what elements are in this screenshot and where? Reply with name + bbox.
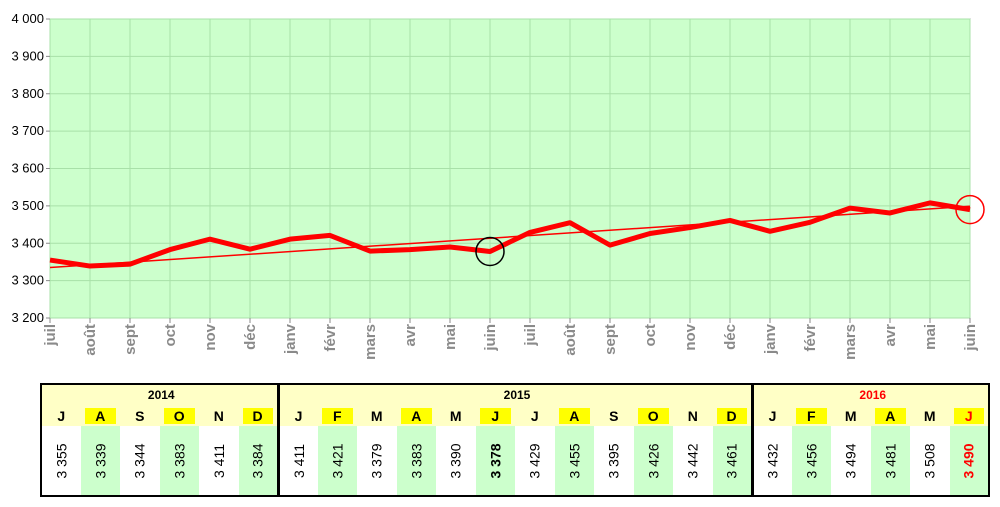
value-cell: 3 456 bbox=[791, 426, 831, 496]
month-label: M bbox=[436, 405, 476, 426]
x-tick-label: mai bbox=[442, 324, 459, 350]
highlight-markers bbox=[475, 194, 985, 267]
highlight-circle bbox=[955, 194, 985, 225]
value-cell: 3 379 bbox=[368, 442, 385, 479]
x-tick-label: sept bbox=[122, 324, 139, 355]
x-tick-label: avr bbox=[882, 324, 899, 347]
value-cell: 3 390 bbox=[447, 442, 464, 479]
value-cell: 3 411 bbox=[210, 443, 227, 478]
value-cell: 3 339 bbox=[80, 426, 120, 496]
value-cell: 3 426 bbox=[633, 426, 673, 496]
y-tick-label: 3 700 bbox=[11, 123, 44, 138]
x-tick-label: juil bbox=[522, 324, 539, 347]
month-label: N bbox=[199, 405, 239, 426]
y-tick-label: 3 600 bbox=[11, 161, 44, 176]
x-tick-label: mai bbox=[922, 324, 939, 350]
value-cell: 3 442 bbox=[684, 442, 701, 479]
highlight-circle bbox=[475, 236, 505, 267]
x-tick-label: nov bbox=[202, 323, 219, 350]
x-tick-label: juin bbox=[482, 324, 499, 352]
value-cell: 3 494 bbox=[842, 442, 859, 479]
month-label: D bbox=[238, 405, 278, 426]
value-cell: 3 455 bbox=[554, 426, 594, 496]
x-tick-label: juil bbox=[42, 324, 59, 347]
value-cell: 3 461 bbox=[712, 426, 752, 496]
x-tick-label: févr bbox=[322, 324, 339, 352]
year-label: 2015 bbox=[276, 384, 752, 405]
value-cell: 3 411 bbox=[276, 426, 318, 496]
y-axis-ticks: 4 000 3 900 3 800 3 700 3 600 3 500 3 400 3 300… bbox=[11, 11, 50, 325]
month-label: J bbox=[949, 405, 989, 426]
y-tick-label: 3 200 bbox=[11, 310, 44, 325]
value-row: 3 355 3 339 3 344 3 383 3 411 3 384 3 411 3 421… bbox=[41, 426, 989, 496]
value-cell: 3 508 bbox=[921, 442, 938, 479]
month-label: J bbox=[515, 405, 555, 426]
y-tick-label: 4 000 bbox=[11, 11, 44, 26]
month-label: J bbox=[475, 405, 515, 426]
month-label: M bbox=[357, 405, 397, 426]
value-cell: 3 383 bbox=[159, 426, 199, 496]
x-tick-label: déc bbox=[242, 324, 259, 350]
month-label: M bbox=[910, 405, 950, 426]
value-cell: 3 344 bbox=[131, 442, 148, 479]
month-label: N bbox=[673, 405, 713, 426]
month-label: J bbox=[276, 405, 318, 426]
x-tick-label: janv bbox=[762, 323, 779, 355]
x-tick-label: févr bbox=[802, 324, 819, 352]
month-label: O bbox=[633, 405, 673, 426]
month-label: S bbox=[594, 405, 634, 426]
month-label: O bbox=[159, 405, 199, 426]
value-cell: 3 395 bbox=[605, 442, 622, 479]
month-label: A bbox=[396, 405, 436, 426]
x-tick-label: août bbox=[82, 324, 99, 356]
x-tick-label: nov bbox=[682, 323, 699, 350]
x-tick-label: sept bbox=[602, 324, 619, 355]
value-cell: 3 429 bbox=[526, 442, 543, 479]
month-label: S bbox=[120, 405, 160, 426]
month-label: M bbox=[831, 405, 871, 426]
trend-line bbox=[49, 205, 971, 269]
x-tick-label: juin bbox=[962, 324, 979, 352]
y-tick-label: 3 800 bbox=[11, 86, 44, 101]
x-axis-ticks: juil août sept oct nov déc janv févr mars avr mai j… bbox=[42, 318, 979, 360]
y-tick-label: 3 500 bbox=[11, 198, 44, 213]
month-label: A bbox=[870, 405, 910, 426]
value-cell: 3 378 bbox=[475, 426, 515, 496]
line-chart: 4 000 3 900 3 800 3 700 3 600 3 500 3 400 3 300… bbox=[11, 11, 985, 360]
x-tick-label: janv bbox=[282, 323, 299, 355]
month-label: J bbox=[41, 405, 81, 426]
y-tick-label: 3 300 bbox=[11, 273, 44, 288]
month-label: J bbox=[750, 405, 792, 426]
year-label: 2014 bbox=[41, 384, 278, 405]
month-label: F bbox=[791, 405, 831, 426]
month-label: A bbox=[554, 405, 594, 426]
value-cell: 3 383 bbox=[396, 426, 436, 496]
value-cell: 3 490 bbox=[949, 426, 989, 496]
x-tick-label: mars bbox=[842, 324, 859, 360]
x-tick-label: mars bbox=[362, 324, 379, 360]
x-tick-label: oct bbox=[162, 324, 179, 347]
series-line bbox=[49, 200, 971, 269]
value-cell: 3 481 bbox=[870, 426, 910, 496]
value-cell: 3 432 bbox=[750, 426, 792, 496]
y-tick-label: 3 900 bbox=[11, 48, 44, 63]
value-cell: 3 355 bbox=[53, 442, 70, 479]
x-tick-label: avr bbox=[402, 324, 419, 347]
year-label: 2016 bbox=[750, 384, 989, 405]
value-cell: 3 384 bbox=[238, 426, 278, 496]
x-tick-label: déc bbox=[722, 324, 739, 350]
value-cell: 3 421 bbox=[317, 426, 357, 496]
x-tick-label: août bbox=[562, 324, 579, 356]
month-label: D bbox=[712, 405, 752, 426]
month-label: F bbox=[317, 405, 357, 426]
year-row: 2014 2015 2016 bbox=[41, 384, 989, 405]
month-label: A bbox=[80, 405, 120, 426]
x-tick-label: oct bbox=[642, 324, 659, 347]
y-tick-label: 3 400 bbox=[11, 235, 44, 250]
